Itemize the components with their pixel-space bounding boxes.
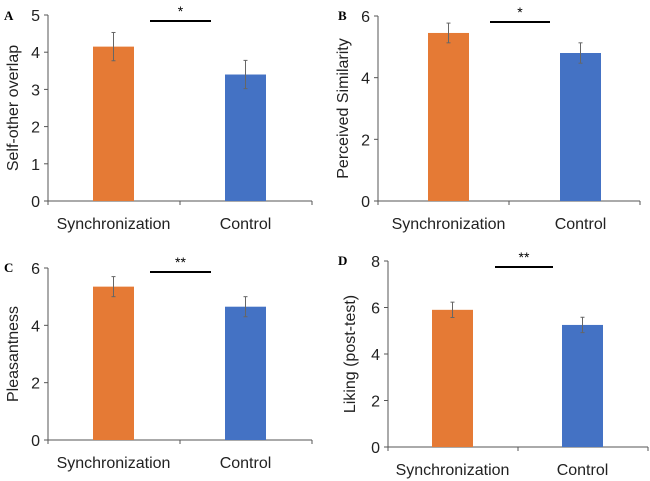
panel-c: 0 2 4 6 C Pleasantness Synchronization Control *… (4, 254, 313, 472)
y-tick-label: 2 (371, 394, 380, 411)
y-tick-label: 4 (31, 318, 40, 335)
y-axis-label: Pleasantness (5, 306, 22, 402)
y-tick-label: 6 (31, 261, 40, 278)
category-label: Control (220, 455, 272, 472)
significance-marker: ** (175, 254, 186, 270)
bar-synchronization (93, 46, 134, 202)
y-tick-label: 4 (371, 347, 380, 364)
significance-marker: ** (519, 249, 530, 265)
panel-d: 0 2 4 6 8 D Liking (post-test) Synchronization C… (338, 249, 649, 479)
y-tick-label: 8 (371, 254, 380, 271)
y-tick-label: 0 (31, 194, 40, 211)
category-label: Synchronization (57, 216, 171, 233)
y-tick-label: 4 (361, 71, 370, 88)
bar-control (225, 74, 266, 201)
y-tick-label: 0 (361, 194, 370, 211)
y-tick-label: 4 (31, 45, 40, 62)
y-tick-label: 2 (361, 132, 370, 149)
y-tick-label: 0 (371, 440, 380, 457)
category-label: Synchronization (396, 462, 510, 479)
significance-marker: * (517, 4, 523, 20)
panel-label: C (4, 260, 13, 275)
y-tick-label: 6 (371, 301, 380, 318)
panel-label: D (338, 253, 347, 268)
bar-synchronization (432, 309, 473, 447)
y-tick-label: 0 (31, 433, 40, 450)
bar-control (225, 306, 266, 440)
category-label: Control (220, 216, 272, 233)
bar-control (560, 53, 601, 201)
y-tick-label: 1 (31, 157, 40, 174)
bar-control (562, 324, 603, 447)
category-label: Synchronization (57, 455, 171, 472)
bar-synchronization (428, 32, 469, 202)
y-tick-label: 5 (31, 8, 40, 25)
panel-label: B (338, 8, 347, 23)
category-label: Control (555, 216, 607, 233)
bar-synchronization (93, 286, 134, 440)
category-label: Control (557, 462, 609, 479)
y-tick-label: 3 (31, 82, 40, 99)
y-tick-label: 2 (31, 376, 40, 393)
y-tick-label: 2 (31, 120, 40, 137)
panel-b: 0 2 4 6B Perceived Similarity Synchronization… (335, 4, 641, 233)
panel-label: A (4, 8, 14, 23)
category-label: Synchronization (392, 216, 506, 233)
panel-a: 0 1 2 3 4 5 A Self-other overlap Synchronization… (4, 3, 313, 233)
y-tick-label: 6 (361, 9, 370, 26)
y-axis-label: Liking (post-test) (342, 295, 359, 413)
y-axis-label: Self-other overlap (5, 45, 22, 171)
significance-marker: * (178, 3, 184, 19)
y-axis-label: Perceived Similarity (335, 38, 352, 178)
